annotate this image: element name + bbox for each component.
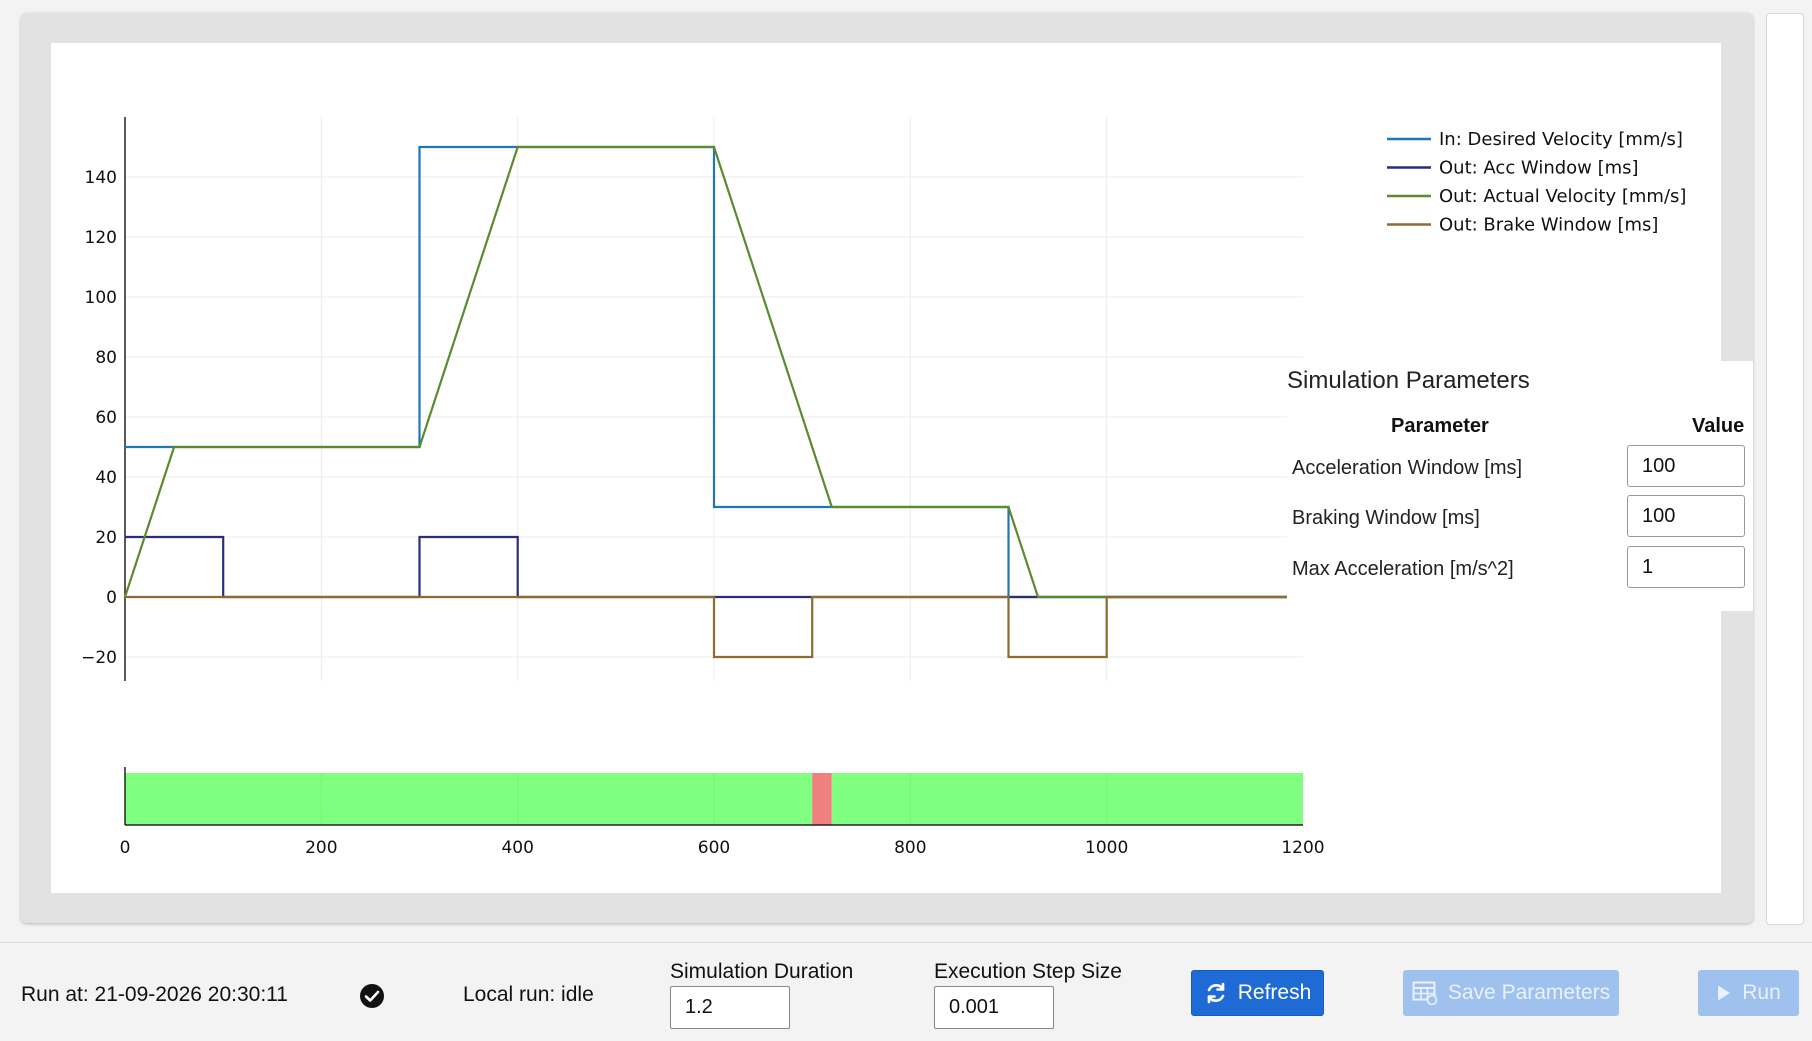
save-parameters-label: Save Parameters [1447, 981, 1611, 1004]
y-tick-label: 120 [85, 228, 117, 248]
status-segment [125, 773, 813, 825]
check-circle-icon [360, 984, 384, 1008]
side-scroll-panel[interactable] [1766, 13, 1804, 925]
local-run-status: Local run: idle [463, 983, 594, 1006]
x-tick-label: 400 [501, 838, 533, 858]
legend-label: Out: Actual Velocity [mm/s] [1439, 186, 1686, 207]
plot-area: −20 0 20 40 60 80 100 120 140 In: Desired Veloci… [51, 43, 1753, 893]
series-line-3 [125, 595, 1303, 659]
braking-window-input[interactable] [1627, 495, 1745, 537]
play-icon [1718, 985, 1731, 1001]
x-tick-label: 800 [894, 838, 926, 858]
simulation-parameters-panel: Simulation Parameters Parameter Value Ac… [1287, 361, 1753, 611]
simulation-duration-label: Simulation Duration [670, 960, 854, 983]
execution-step-size-label: Execution Step Size [934, 960, 1122, 983]
params-header-value: Value [1692, 415, 1745, 437]
series-line-1 [125, 535, 1303, 599]
max-acceleration-label: Max Acceleration [m/s^2] [1292, 558, 1514, 580]
x-tick-label: 200 [305, 838, 337, 858]
x-tick-label: 600 [698, 838, 730, 858]
run-label: Run [1742, 981, 1781, 1004]
legend-label: In: Desired Velocity [mm/s] [1439, 129, 1683, 150]
run-button[interactable]: Run [1698, 970, 1799, 1016]
acceleration-window-input[interactable] [1627, 445, 1745, 487]
y-tick-label: 60 [95, 408, 117, 428]
save-table-icon [1412, 981, 1438, 1005]
simulation-chart: −20 0 20 40 60 80 100 120 140 In: Desired Veloci… [81, 117, 1686, 858]
simulation-duration-input[interactable] [670, 986, 790, 1029]
x-tick-label: 0 [120, 838, 131, 858]
refresh-button[interactable]: Refresh [1191, 970, 1324, 1016]
refresh-icon [1207, 982, 1225, 1004]
save-parameters-button[interactable]: Save Parameters [1403, 970, 1619, 1016]
series-line-2 [123, 145, 1303, 599]
acceleration-window-label: Acceleration Window [ms] [1292, 457, 1523, 479]
y-tick-label: 100 [85, 288, 117, 308]
y-tick-label: 0 [106, 588, 117, 608]
series-line-0 [125, 145, 1303, 599]
y-tick-label: 80 [95, 348, 117, 368]
braking-window-label: Braking Window [ms] [1292, 507, 1480, 529]
refresh-label: Refresh [1237, 981, 1312, 1004]
params-header-parameter: Parameter [1391, 415, 1489, 437]
y-tick-label: 40 [95, 468, 117, 488]
y-tick-label: 20 [95, 528, 117, 548]
params-title: Simulation Parameters [1287, 367, 1530, 394]
run-at-text: Run at: 21-09-2026 20:30:11 [21, 983, 288, 1006]
y-tick-label: −20 [81, 648, 117, 668]
x-tick-label: 1000 [1085, 838, 1128, 858]
status-segment [831, 773, 1303, 825]
max-acceleration-input[interactable] [1627, 546, 1745, 588]
legend-label: Out: Acc Window [ms] [1439, 158, 1639, 179]
y-tick-label: 140 [85, 168, 117, 188]
x-tick-label: 1200 [1281, 838, 1324, 858]
legend-label: Out: Brake Window [ms] [1439, 215, 1658, 236]
status-segment [812, 773, 832, 825]
execution-step-size-input[interactable] [934, 986, 1054, 1029]
